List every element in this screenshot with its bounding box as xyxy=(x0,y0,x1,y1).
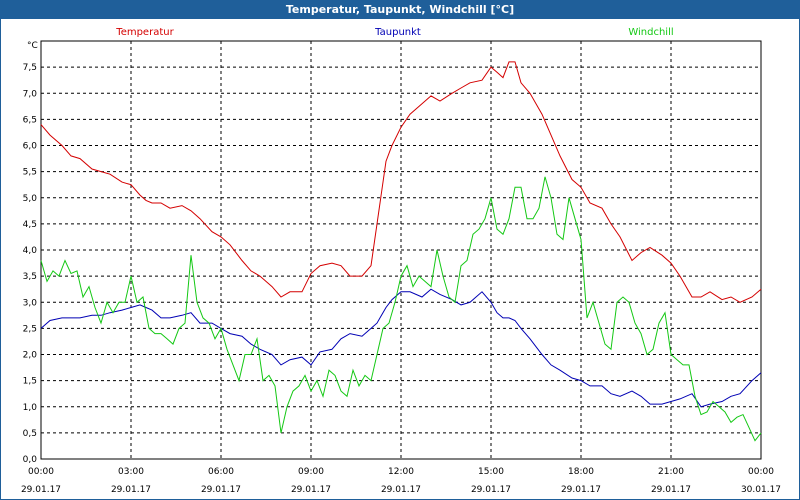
x-tick-date-label: 29.01.17 xyxy=(291,485,331,495)
y-tick-label: 4,5 xyxy=(23,220,37,230)
x-tick-date-label: 29.01.17 xyxy=(381,485,421,495)
y-tick-label: 0,0 xyxy=(23,455,38,465)
series-lines xyxy=(40,61,762,442)
y-axis-label: °C xyxy=(27,41,38,51)
x-tick-time-label: 06:00 xyxy=(208,467,234,477)
x-tick-time-label: 09:00 xyxy=(298,467,324,477)
y-ticks: 0,0 0,5 1,0 1,5 2,0 2,5 3,0 3,5 4,0 4,5 5,0 5,5 6,0 6… xyxy=(23,63,38,465)
y-tick-label: 3,5 xyxy=(23,272,37,282)
x-tick-date-label: 29.01.17 xyxy=(561,485,601,495)
grid xyxy=(41,41,761,459)
x-tick-date-label: 29.01.17 xyxy=(111,485,151,495)
legend-label-taupunkt: Taupunkt xyxy=(374,27,421,38)
y-tick-label: 1,0 xyxy=(23,403,38,413)
y-tick-label: 4,0 xyxy=(23,246,38,256)
x-tick-time-label: 03:00 xyxy=(118,467,144,477)
x-tick-date-label: 29.01.17 xyxy=(471,485,511,495)
x-ticks: 00:00 29.01.17 03:00 29.01.17 06:00 29.01.17 0… xyxy=(21,467,781,495)
legend-label-temperatur: Temperatur xyxy=(115,27,174,38)
y-tick-label: 2,0 xyxy=(23,351,38,361)
x-tick-date-label: 30.01.17 xyxy=(741,485,781,495)
x-tick-time-label: 18:00 xyxy=(568,467,594,477)
x-tick-time-label: 15:00 xyxy=(478,467,504,477)
y-tick-label: 7,0 xyxy=(23,89,38,99)
y-tick-label: 3,0 xyxy=(23,298,38,308)
x-tick-time-label: 00:00 xyxy=(748,467,774,477)
y-tick-label: 6,0 xyxy=(23,142,38,152)
y-tick-label: 5,0 xyxy=(23,194,38,204)
x-tick-date-label: 29.01.17 xyxy=(21,485,61,495)
y-tick-label: 6,5 xyxy=(23,115,37,125)
series-line-temperatur xyxy=(40,61,762,303)
x-tick-time-label: 12:00 xyxy=(388,467,414,477)
y-tick-label: 1,5 xyxy=(23,377,37,387)
y-tick-label: 5,5 xyxy=(23,168,37,178)
x-tick-date-label: 29.01.17 xyxy=(651,485,691,495)
y-tick-label: 2,5 xyxy=(23,324,37,334)
series-line-windchill xyxy=(40,176,762,442)
x-tick-time-label: 00:00 xyxy=(28,467,54,477)
legend: Temperatur Taupunkt Windchill xyxy=(115,27,673,38)
x-tick-time-label: 21:00 xyxy=(658,467,684,477)
window-title: Temperatur, Taupunkt, Windchill [°C] xyxy=(1,1,799,19)
series-line-taupunkt xyxy=(40,288,762,408)
legend-label-windchill: Windchill xyxy=(628,27,673,38)
y-tick-label: 0,5 xyxy=(23,429,37,439)
x-tick-date-label: 29.01.17 xyxy=(201,485,241,495)
chart-canvas: °C 0,0 0,5 1,0 1,5 2,0 2,5 3,0 3,5 4,0 4,5 5,0 5,5 6… xyxy=(21,27,781,495)
y-tick-label: 7,5 xyxy=(23,63,37,73)
